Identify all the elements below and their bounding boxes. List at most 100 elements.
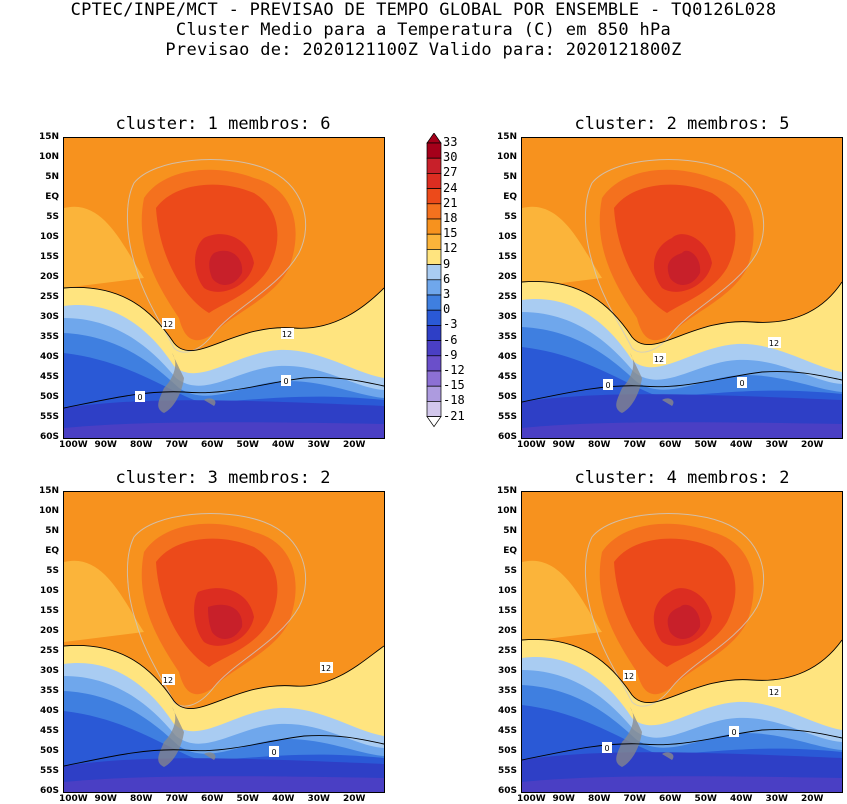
colorbar-tick-label: -15 <box>443 378 465 393</box>
lat-tick-label: 5S <box>504 566 517 576</box>
lat-tick-label: 10N <box>38 506 59 516</box>
colorbar-segment <box>426 340 442 357</box>
lat-tick-label: 15S <box>39 606 59 616</box>
temperature-field: 12 12 0 <box>64 492 384 792</box>
colorbar-segment <box>426 264 442 281</box>
panel-2-title: cluster: 2 membros: 5 <box>574 114 790 134</box>
svg-text:0: 0 <box>731 728 736 737</box>
lat-tick-label: 45S <box>39 726 59 736</box>
colorbar-scale <box>426 132 442 428</box>
colorbar-segment <box>426 218 442 235</box>
lon-tick-label: 20W <box>801 794 824 804</box>
lat-tick-label: 35S <box>39 686 59 696</box>
colorbar-segment <box>426 188 442 205</box>
lon-tick-label: 60W <box>201 794 224 804</box>
map-panel-1: 12 12 0 0 <box>63 137 385 439</box>
lat-tick-label: 10N <box>38 152 59 162</box>
colorbar-bottom-arrow <box>426 416 442 428</box>
colorbar-tick-label: -12 <box>443 363 465 377</box>
lon-tick-label: 70W <box>165 440 188 450</box>
subtitle-dates: Previsao de: 2020121100Z Valido para: 20… <box>165 40 682 60</box>
lat-tick-label: 55S <box>497 412 517 422</box>
lon-tick-label: 90W <box>94 794 117 804</box>
lat-tick-label: 15N <box>496 132 517 142</box>
lat-tick-label: 45S <box>497 726 517 736</box>
contour-label-0: 0 <box>737 377 747 388</box>
contour-label-12: 12 <box>162 674 175 685</box>
temperature-field: 12 12 0 0 <box>64 138 384 438</box>
panel-4-title: cluster: 4 membros: 2 <box>574 468 790 488</box>
colorbar-segment <box>426 325 442 341</box>
colorbar-tick-label: 24 <box>443 180 458 195</box>
contour-label-0: 0 <box>729 726 739 737</box>
lat-tick-label: 25S <box>497 292 517 302</box>
lat-tick-label: 5N <box>45 526 59 536</box>
contour-label-0: 0 <box>135 391 145 402</box>
colorbar-tick-label: 12 <box>443 241 458 256</box>
colorbar-tick-label: -9 <box>443 347 458 362</box>
colorbar-segment <box>426 355 442 372</box>
lat-tick-label: 10N <box>496 506 517 516</box>
colorbar-tick-label: 0 <box>443 302 451 317</box>
svg-text:12: 12 <box>769 339 779 348</box>
lon-tick-label: 30W <box>765 794 788 804</box>
lon-tick-label: 80W <box>588 440 611 450</box>
lat-tick-label: 5N <box>503 526 517 536</box>
lon-tick-label: 70W <box>623 440 646 450</box>
lon-tick-label: 20W <box>343 440 366 450</box>
lat-tick-label: 20S <box>497 272 517 282</box>
lon-tick-label: 80W <box>588 794 611 804</box>
lon-tick-label: 20W <box>801 440 824 450</box>
lat-tick-label: 40S <box>39 706 59 716</box>
lat-tick-label: 50S <box>39 392 59 402</box>
colorbar-segment <box>426 173 442 189</box>
contour-label-12: 12 <box>768 337 781 348</box>
lat-tick-label: 50S <box>497 392 517 402</box>
lon-tick-label: 80W <box>130 440 153 450</box>
contour-label-12: 12 <box>653 353 666 364</box>
lat-tick-label: 40S <box>39 352 59 362</box>
colorbar-tick-label: 9 <box>443 256 451 271</box>
colorbar-tick-label: -18 <box>443 393 465 408</box>
map-panel-3: 12 12 0 <box>63 491 385 793</box>
lat-tick-label: 20S <box>39 272 59 282</box>
lat-tick-label: 30S <box>39 666 59 676</box>
lat-tick-label: 20S <box>497 626 517 636</box>
lon-tick-label: 100W <box>59 794 88 804</box>
colorbar-segment <box>426 279 442 296</box>
lon-tick-label: 30W <box>307 440 330 450</box>
lon-tick-label: 100W <box>517 440 546 450</box>
svg-text:12: 12 <box>163 676 173 685</box>
colorbar-segment <box>426 249 442 265</box>
lat-tick-label: 40S <box>497 352 517 362</box>
lat-tick-label: 10N <box>496 152 517 162</box>
lon-tick-label: 90W <box>94 440 117 450</box>
svg-text:12: 12 <box>163 320 173 329</box>
lat-tick-label: 5S <box>46 212 59 222</box>
lat-tick-label: EQ <box>45 192 59 202</box>
contour-label-12: 12 <box>281 328 294 339</box>
colorbar-segment <box>426 203 442 220</box>
temperature-field: 12 12 0 0 <box>522 138 842 438</box>
svg-text:12: 12 <box>769 688 779 697</box>
colorbar-segment <box>426 309 442 326</box>
lat-tick-label: 5N <box>503 172 517 182</box>
lat-tick-label: 45S <box>497 372 517 382</box>
lat-tick-label: 5S <box>504 212 517 222</box>
lon-tick-label: 100W <box>59 440 88 450</box>
lon-tick-label: 60W <box>201 440 224 450</box>
contour-label-12: 12 <box>162 318 175 329</box>
lat-tick-label: 35S <box>497 686 517 696</box>
lat-tick-label: 15N <box>38 132 59 142</box>
panel-1-title: cluster: 1 membros: 6 <box>115 114 331 134</box>
lat-tick-label: 30S <box>497 666 517 676</box>
lat-tick-label: 25S <box>497 646 517 656</box>
lat-tick-label: 50S <box>39 746 59 756</box>
lat-tick-label: 45S <box>39 372 59 382</box>
lat-tick-label: 55S <box>39 412 59 422</box>
colorbar-segment <box>426 370 442 387</box>
lat-tick-label: 25S <box>39 292 59 302</box>
svg-text:12: 12 <box>321 664 331 673</box>
lat-tick-label: 10S <box>497 232 517 242</box>
lat-tick-label: EQ <box>503 192 517 202</box>
